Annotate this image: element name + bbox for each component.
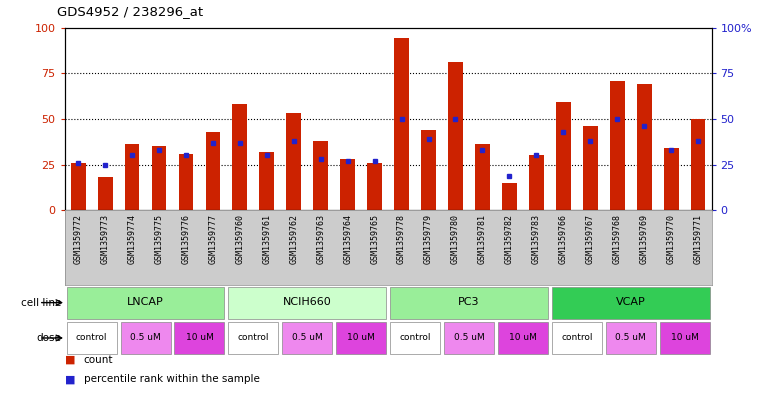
Text: GSM1359777: GSM1359777	[209, 214, 218, 264]
Bar	[552, 287, 709, 318]
Text: GSM1359774: GSM1359774	[128, 214, 136, 264]
Bar	[286, 114, 301, 210]
Bar	[390, 287, 548, 318]
Text: cell line: cell line	[21, 298, 61, 308]
Text: GSM1359763: GSM1359763	[317, 214, 325, 264]
Bar	[448, 62, 463, 210]
Bar	[421, 130, 436, 210]
Bar	[174, 322, 224, 354]
Text: GSM1359770: GSM1359770	[667, 214, 676, 264]
Bar	[637, 84, 651, 210]
Text: 10 uM: 10 uM	[509, 333, 537, 342]
Text: 0.5 uM: 0.5 uM	[130, 333, 161, 342]
Text: percentile rank within the sample: percentile rank within the sample	[84, 374, 260, 384]
Bar	[282, 322, 333, 354]
Text: GSM1359772: GSM1359772	[74, 214, 83, 264]
Text: GSM1359781: GSM1359781	[478, 214, 487, 264]
Text: GSM1359771: GSM1359771	[693, 214, 702, 264]
Bar	[314, 141, 328, 210]
Text: PC3: PC3	[458, 297, 479, 307]
Bar	[556, 103, 571, 210]
Text: GDS4952 / 238296_at: GDS4952 / 238296_at	[57, 5, 203, 18]
Text: GSM1359761: GSM1359761	[263, 214, 272, 264]
Bar	[529, 155, 544, 210]
Text: control: control	[237, 333, 269, 342]
Bar	[394, 39, 409, 210]
Text: dose: dose	[36, 333, 61, 343]
Text: LNCAP: LNCAP	[127, 297, 164, 307]
Text: GSM1359779: GSM1359779	[424, 214, 433, 264]
Text: GSM1359760: GSM1359760	[235, 214, 244, 264]
Bar	[583, 126, 597, 210]
Bar	[67, 322, 116, 354]
Text: GSM1359783: GSM1359783	[532, 214, 541, 264]
Bar	[664, 148, 679, 210]
Text: GSM1359778: GSM1359778	[397, 214, 406, 264]
Text: 10 uM: 10 uM	[186, 333, 213, 342]
Text: 0.5 uM: 0.5 uM	[616, 333, 646, 342]
Bar	[71, 163, 85, 210]
Bar	[498, 322, 548, 354]
Bar	[336, 322, 386, 354]
Bar	[444, 322, 494, 354]
Text: ■: ■	[65, 374, 75, 384]
Bar	[97, 177, 113, 210]
Text: GSM1359768: GSM1359768	[613, 214, 622, 264]
Text: 0.5 uM: 0.5 uM	[454, 333, 484, 342]
Bar	[660, 322, 709, 354]
Bar	[228, 287, 386, 318]
Text: control: control	[76, 333, 107, 342]
Text: NCIH660: NCIH660	[283, 297, 332, 307]
Bar	[340, 159, 355, 210]
Bar	[368, 163, 382, 210]
Text: GSM1359762: GSM1359762	[289, 214, 298, 264]
Bar	[610, 81, 625, 210]
Bar	[125, 145, 139, 210]
Bar	[475, 145, 490, 210]
Text: GSM1359766: GSM1359766	[559, 214, 568, 264]
Bar	[502, 183, 517, 210]
Bar	[552, 322, 602, 354]
Bar	[67, 287, 224, 318]
Bar	[691, 119, 705, 210]
Text: VCAP: VCAP	[616, 297, 645, 307]
Text: count: count	[84, 354, 113, 365]
Text: control: control	[561, 333, 593, 342]
Bar	[232, 104, 247, 210]
Bar	[205, 132, 221, 210]
Text: GSM1359767: GSM1359767	[586, 214, 595, 264]
Text: ■: ■	[65, 354, 75, 365]
Text: 10 uM: 10 uM	[670, 333, 699, 342]
Text: GSM1359765: GSM1359765	[370, 214, 379, 264]
Text: GSM1359764: GSM1359764	[343, 214, 352, 264]
Bar	[228, 322, 279, 354]
Bar	[390, 322, 440, 354]
Bar	[260, 152, 274, 210]
Text: GSM1359773: GSM1359773	[100, 214, 110, 264]
Bar	[606, 322, 656, 354]
Text: GSM1359769: GSM1359769	[640, 214, 648, 264]
Text: GSM1359775: GSM1359775	[154, 214, 164, 264]
Bar	[179, 154, 193, 210]
Bar	[151, 146, 167, 210]
Text: 10 uM: 10 uM	[347, 333, 375, 342]
Text: GSM1359782: GSM1359782	[505, 214, 514, 264]
Text: 0.5 uM: 0.5 uM	[292, 333, 323, 342]
Text: control: control	[400, 333, 431, 342]
Bar	[120, 322, 170, 354]
Text: GSM1359776: GSM1359776	[181, 214, 190, 264]
Text: GSM1359780: GSM1359780	[451, 214, 460, 264]
